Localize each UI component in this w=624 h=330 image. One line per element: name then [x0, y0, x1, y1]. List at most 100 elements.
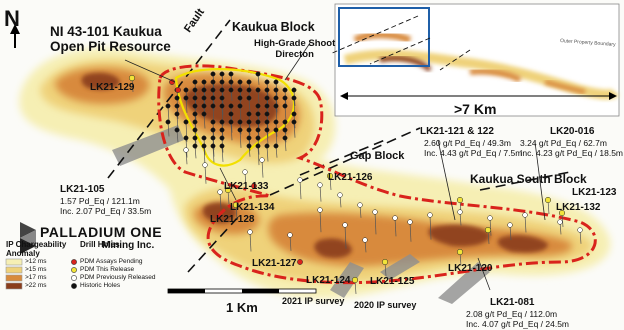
drill-collar — [351, 276, 359, 284]
drill-collar — [175, 87, 181, 93]
result-lk21-121: 2.60 g/t Pd_Eq / 49.3m Inc. 4.43 g/t Pd_… — [424, 138, 522, 158]
drill-trace — [204, 164, 207, 184]
drill-collar — [210, 103, 216, 109]
drill-collar — [392, 215, 398, 221]
shoot-label-line2: Directon — [275, 49, 314, 60]
drill-collar — [210, 127, 216, 133]
shoot-outline — [174, 68, 296, 167]
drill-trace — [185, 97, 188, 113]
drill-collar — [201, 111, 207, 117]
result-lk20-016-line2: Inc. 4.23 g/t Pd_Eq / 18.5m — [520, 148, 624, 158]
hole-legend-dots — [71, 259, 77, 289]
ip-legend-item-15: >15 ms — [25, 266, 47, 273]
inset-distance-label: >7 Km — [454, 101, 497, 117]
drill-collar — [174, 127, 180, 133]
kaukua-block-label: Kaukua Block — [232, 20, 315, 34]
drill-collar — [291, 95, 297, 101]
hole-legend-historic: Historic Holes — [80, 282, 121, 289]
drill-collar — [237, 79, 243, 85]
drill-collar — [192, 79, 198, 85]
drill-collar — [219, 119, 225, 125]
drill-collar — [544, 196, 552, 204]
hole-label-lk21-128: LK21-128 — [210, 214, 255, 225]
hole-legend-pending: PDM Assays Pending — [80, 258, 143, 265]
hole-label-lk21-127: LK21-127 — [252, 258, 297, 269]
north-label: N — [4, 6, 20, 31]
drill-collar — [219, 71, 225, 77]
shoot-direction-label: High-Grade Shoot Directon — [254, 38, 335, 60]
drill-trace — [239, 129, 242, 148]
drill-collar — [273, 119, 279, 125]
drill-trace — [319, 209, 322, 233]
drill-collar — [174, 111, 180, 117]
drill-collar — [192, 135, 198, 141]
hole-label-lk21-120: LK21-120 — [448, 263, 493, 274]
drill-collar — [264, 111, 270, 117]
drill-collar — [219, 143, 225, 149]
drill-collar — [246, 111, 252, 117]
drill-trace — [230, 121, 233, 141]
drill-trace — [319, 184, 322, 202]
drill-collar — [237, 127, 243, 133]
drill-collar — [287, 232, 293, 238]
kaukua-south-label: Kaukua South Block — [470, 172, 587, 186]
drill-collar — [183, 147, 189, 153]
map-title-line2: Open Pit Resource — [50, 39, 171, 54]
drill-collar — [259, 157, 265, 163]
ip-legend-title-line2: Anomaly — [6, 249, 40, 258]
drill-collar — [297, 177, 303, 183]
drill-collar — [381, 258, 389, 266]
ip-legend-item-12: >12 ms — [25, 258, 47, 265]
drill-trace — [167, 105, 170, 122]
result-lk21-121-line2: Inc. 4.43 g/t Pd_Eq / 7.5m — [424, 148, 523, 158]
ip-legend-swatches — [5, 258, 23, 290]
ip-survey-wedges — [112, 125, 490, 304]
drill-collar — [210, 79, 216, 85]
drill-collar — [407, 219, 413, 225]
drill-collar — [282, 127, 288, 133]
drill-collar — [456, 248, 464, 256]
drill-collar — [291, 119, 297, 125]
drill-collar — [202, 162, 208, 168]
drill-collar — [228, 119, 234, 125]
drill-collar — [282, 87, 288, 93]
drill-collar — [255, 103, 261, 109]
drill-collar — [192, 87, 198, 93]
hole-label-lk21-081: LK21-081 — [490, 297, 535, 308]
drill-collar — [273, 143, 279, 149]
shoot-label-line1: High-Grade Shoot — [254, 38, 336, 49]
drill-collar — [255, 135, 261, 141]
ip-legend-item-22: >22 ms — [25, 282, 47, 289]
drill-trace — [284, 105, 287, 122]
drill-collar — [201, 79, 207, 85]
drill-hole-collars — [128, 71, 583, 284]
drill-collar — [357, 202, 363, 208]
drill-collar — [273, 103, 279, 109]
drill-collar — [273, 87, 279, 93]
drill-collar — [201, 103, 207, 109]
drill-collar — [246, 87, 252, 93]
drill-collar — [291, 111, 297, 117]
drill-collar — [264, 127, 270, 133]
hole-label-lk21-126: LK21-126 — [328, 172, 373, 183]
drill-collar — [210, 95, 216, 101]
result-lk20-016-line1: 3.24 g/t Pd_Eq / 62.7m — [520, 138, 607, 148]
drill-collar — [557, 219, 563, 225]
drill-collar — [128, 74, 136, 82]
drill-collar — [192, 143, 198, 149]
drill-collar — [219, 95, 225, 101]
leader-lines — [124, 42, 546, 291]
scale-label: 1 Km — [226, 300, 258, 315]
drill-collar — [337, 192, 343, 198]
drill-collar — [201, 143, 207, 149]
drill-collar — [273, 79, 279, 85]
drill-collar — [246, 79, 252, 85]
drill-trace — [293, 121, 296, 138]
drill-collar — [255, 71, 261, 77]
drill-collar — [165, 119, 171, 125]
fault-lines — [107, 19, 571, 273]
drill-trace — [289, 234, 292, 251]
drill-collar — [237, 95, 243, 101]
map-title-line1: NI 43-101 Kaukua — [50, 24, 162, 39]
drill-collar — [174, 95, 180, 101]
